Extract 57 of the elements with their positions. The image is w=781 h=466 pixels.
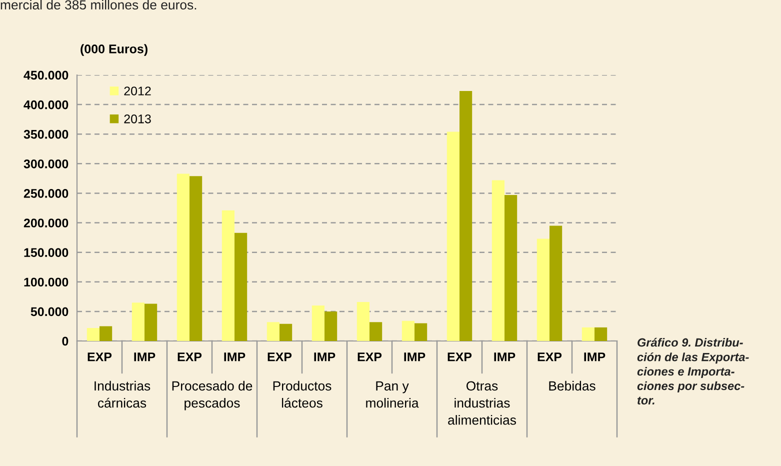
bar xyxy=(582,327,594,341)
bar xyxy=(402,320,414,341)
text: Procesado de pescados xyxy=(172,380,252,410)
bar xyxy=(132,302,144,341)
x-tick-label: IMP xyxy=(584,352,606,362)
x-tick-label: IMP xyxy=(134,352,156,362)
text: Otras industrias alimenticias xyxy=(448,381,516,425)
x-tick-label: EXP xyxy=(88,352,112,362)
y-tick-label: 350.000 xyxy=(24,130,68,139)
legend-label: 2012 xyxy=(124,86,151,96)
x-tick-label: EXP xyxy=(268,352,292,362)
bar xyxy=(100,326,112,341)
y-tick-label: 150.000 xyxy=(24,248,68,257)
bar xyxy=(234,232,248,341)
bar xyxy=(460,90,472,341)
bar xyxy=(536,238,550,341)
x-tick-label: IMP xyxy=(494,352,516,362)
bar xyxy=(492,180,504,341)
y-tick-label: 450.000 xyxy=(24,70,68,80)
bar xyxy=(370,322,382,341)
bar xyxy=(594,327,608,341)
bar xyxy=(312,306,324,341)
text: mercial de 385 millones de euros. xyxy=(0,0,196,10)
y-tick-label: 400.000 xyxy=(24,100,68,110)
x-tick-label: EXP xyxy=(448,352,472,362)
bar xyxy=(222,210,234,341)
text: Bebidas xyxy=(549,380,596,391)
y-tick-label: 50.000 xyxy=(30,307,68,316)
x-tick-label: EXP xyxy=(178,352,202,362)
text: Industrias cárnicas xyxy=(94,380,150,408)
bar xyxy=(176,174,190,341)
bar xyxy=(414,323,428,341)
x-tick-label: IMP xyxy=(314,352,336,362)
bar xyxy=(446,132,460,341)
x-tick-label: IMP xyxy=(404,352,426,362)
bar xyxy=(356,302,370,341)
y-tick-label: 0 xyxy=(62,336,68,346)
bar xyxy=(324,311,338,341)
text: Gráfico 9. Distribu- ción de las Exporta- ciones e Importa- ciones por subsec- tor. xyxy=(637,338,749,405)
x-tick-label: EXP xyxy=(358,352,382,362)
bar xyxy=(266,322,280,341)
text: Productos lácteos xyxy=(273,380,332,408)
y-tick-label: 250.000 xyxy=(24,189,68,198)
bar xyxy=(550,226,562,341)
bar xyxy=(190,176,202,341)
bar xyxy=(280,324,292,341)
bar xyxy=(144,304,158,341)
y-tick-label: 300.000 xyxy=(24,159,68,168)
y-tick-label: 200.000 xyxy=(24,218,68,228)
bar xyxy=(86,328,100,341)
y-tick-label: 100.000 xyxy=(24,278,68,287)
y-axis-title: (000 Euros) xyxy=(80,44,148,56)
bar xyxy=(504,194,518,341)
x-tick-label: EXP xyxy=(538,352,562,362)
x-tick-label: IMP xyxy=(224,352,246,362)
legend-label: 2013 xyxy=(124,114,151,124)
text: Pan y molineria xyxy=(366,381,419,408)
